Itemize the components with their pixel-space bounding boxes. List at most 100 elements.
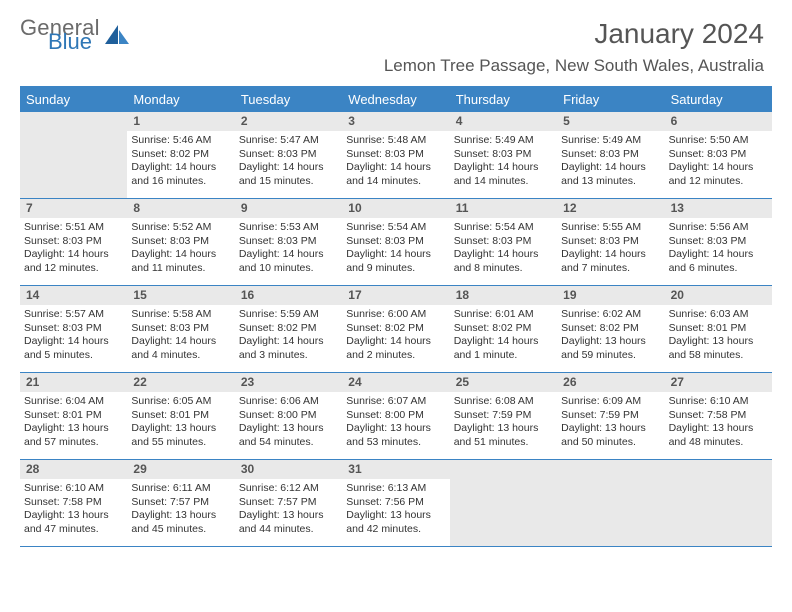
calendar-day: 14Sunrise: 5:57 AMSunset: 8:03 PMDayligh… xyxy=(20,286,127,372)
label-sunset: Sunset: xyxy=(454,409,493,421)
label-sunrise: Sunrise: xyxy=(561,395,602,407)
value-sunset: 8:02 PM xyxy=(385,322,424,334)
value-sunset: 8:03 PM xyxy=(600,148,639,160)
label-sunrise: Sunrise: xyxy=(669,308,710,320)
label-daylight: Daylight: xyxy=(454,248,498,260)
calendar-header-row: SundayMondayTuesdayWednesdayThursdayFrid… xyxy=(20,88,772,112)
calendar-day: 27Sunrise: 6:10 AMSunset: 7:58 PMDayligh… xyxy=(665,373,772,459)
value-sunrise: 6:00 AM xyxy=(388,308,427,320)
label-sunset: Sunset: xyxy=(346,148,385,160)
day-number: 28 xyxy=(20,460,127,479)
label-sunrise: Sunrise: xyxy=(669,134,710,146)
value-sunrise: 6:06 AM xyxy=(280,395,319,407)
value-sunrise: 5:46 AM xyxy=(173,134,212,146)
label-daylight: Daylight: xyxy=(669,248,713,260)
calendar-week: 14Sunrise: 5:57 AMSunset: 8:03 PMDayligh… xyxy=(20,286,772,373)
label-daylight: Daylight: xyxy=(239,335,283,347)
day-number: 7 xyxy=(20,199,127,218)
label-sunrise: Sunrise: xyxy=(561,221,602,233)
day-number: 22 xyxy=(127,373,234,392)
label-sunrise: Sunrise: xyxy=(454,308,495,320)
dow-header: Monday xyxy=(127,88,234,112)
value-sunrise: 6:09 AM xyxy=(603,395,642,407)
logo-sail-icon xyxy=(104,24,130,46)
day-number: 11 xyxy=(450,199,557,218)
value-sunrise: 6:05 AM xyxy=(173,395,212,407)
value-sunset: 8:03 PM xyxy=(600,235,639,247)
day-number: 16 xyxy=(235,286,342,305)
label-sunrise: Sunrise: xyxy=(131,395,172,407)
label-daylight: Daylight: xyxy=(131,509,175,521)
value-sunrise: 5:51 AM xyxy=(65,221,104,233)
value-sunset: 8:03 PM xyxy=(170,322,209,334)
calendar-day-empty xyxy=(450,460,557,546)
label-daylight: Daylight: xyxy=(24,509,68,521)
dow-header: Saturday xyxy=(665,88,772,112)
label-sunset: Sunset: xyxy=(239,148,278,160)
value-sunset: 8:03 PM xyxy=(707,148,746,160)
label-sunset: Sunset: xyxy=(346,235,385,247)
label-daylight: Daylight: xyxy=(239,509,283,521)
calendar-day: 21Sunrise: 6:04 AMSunset: 8:01 PMDayligh… xyxy=(20,373,127,459)
value-sunset: 8:03 PM xyxy=(170,235,209,247)
calendar-day: 1Sunrise: 5:46 AMSunset: 8:02 PMDaylight… xyxy=(127,112,234,198)
calendar-day: 7Sunrise: 5:51 AMSunset: 8:03 PMDaylight… xyxy=(20,199,127,285)
calendar-day: 2Sunrise: 5:47 AMSunset: 8:03 PMDaylight… xyxy=(235,112,342,198)
label-daylight: Daylight: xyxy=(346,161,390,173)
calendar-day: 3Sunrise: 5:48 AMSunset: 8:03 PMDaylight… xyxy=(342,112,449,198)
label-sunset: Sunset: xyxy=(346,409,385,421)
label-sunrise: Sunrise: xyxy=(239,482,280,494)
day-number: 4 xyxy=(450,112,557,131)
label-daylight: Daylight: xyxy=(454,335,498,347)
label-sunset: Sunset: xyxy=(239,322,278,334)
label-sunset: Sunset: xyxy=(669,322,708,334)
dow-header: Sunday xyxy=(20,88,127,112)
value-sunrise: 6:03 AM xyxy=(710,308,749,320)
label-daylight: Daylight: xyxy=(24,248,68,260)
value-sunrise: 5:54 AM xyxy=(495,221,534,233)
day-number: 31 xyxy=(342,460,449,479)
label-daylight: Daylight: xyxy=(561,248,605,260)
value-sunrise: 6:01 AM xyxy=(495,308,534,320)
day-number: 19 xyxy=(557,286,664,305)
day-number: 29 xyxy=(127,460,234,479)
value-sunrise: 6:10 AM xyxy=(65,482,104,494)
dow-header: Wednesday xyxy=(342,88,449,112)
day-number: 6 xyxy=(665,112,772,131)
label-daylight: Daylight: xyxy=(131,422,175,434)
label-sunset: Sunset: xyxy=(561,322,600,334)
calendar-day: 17Sunrise: 6:00 AMSunset: 8:02 PMDayligh… xyxy=(342,286,449,372)
calendar-day: 20Sunrise: 6:03 AMSunset: 8:01 PMDayligh… xyxy=(665,286,772,372)
day-number: 20 xyxy=(665,286,772,305)
day-number: 3 xyxy=(342,112,449,131)
page-title-month: January 2024 xyxy=(384,18,764,50)
calendar-day: 28Sunrise: 6:10 AMSunset: 7:58 PMDayligh… xyxy=(20,460,127,546)
label-sunset: Sunset: xyxy=(346,322,385,334)
value-sunset: 7:57 PM xyxy=(170,496,209,508)
day-number: 23 xyxy=(235,373,342,392)
day-number: 13 xyxy=(665,199,772,218)
value-sunset: 8:01 PM xyxy=(707,322,746,334)
calendar-day: 18Sunrise: 6:01 AMSunset: 8:02 PMDayligh… xyxy=(450,286,557,372)
calendar-week: 7Sunrise: 5:51 AMSunset: 8:03 PMDaylight… xyxy=(20,199,772,286)
label-sunset: Sunset: xyxy=(669,235,708,247)
calendar-day: 11Sunrise: 5:54 AMSunset: 8:03 PMDayligh… xyxy=(450,199,557,285)
label-sunrise: Sunrise: xyxy=(131,482,172,494)
dow-header: Thursday xyxy=(450,88,557,112)
label-daylight: Daylight: xyxy=(239,422,283,434)
day-number: 1 xyxy=(127,112,234,131)
value-sunrise: 5:56 AM xyxy=(710,221,749,233)
label-sunrise: Sunrise: xyxy=(24,221,65,233)
value-sunrise: 6:08 AM xyxy=(495,395,534,407)
value-sunrise: 5:53 AM xyxy=(280,221,319,233)
day-number: 2 xyxy=(235,112,342,131)
label-daylight: Daylight: xyxy=(24,335,68,347)
label-sunrise: Sunrise: xyxy=(454,395,495,407)
value-sunrise: 6:07 AM xyxy=(388,395,427,407)
value-sunrise: 5:47 AM xyxy=(280,134,319,146)
label-sunset: Sunset: xyxy=(669,148,708,160)
calendar-week: 28Sunrise: 6:10 AMSunset: 7:58 PMDayligh… xyxy=(20,460,772,547)
day-number: 27 xyxy=(665,373,772,392)
label-daylight: Daylight: xyxy=(346,509,390,521)
value-sunset: 8:00 PM xyxy=(277,409,316,421)
